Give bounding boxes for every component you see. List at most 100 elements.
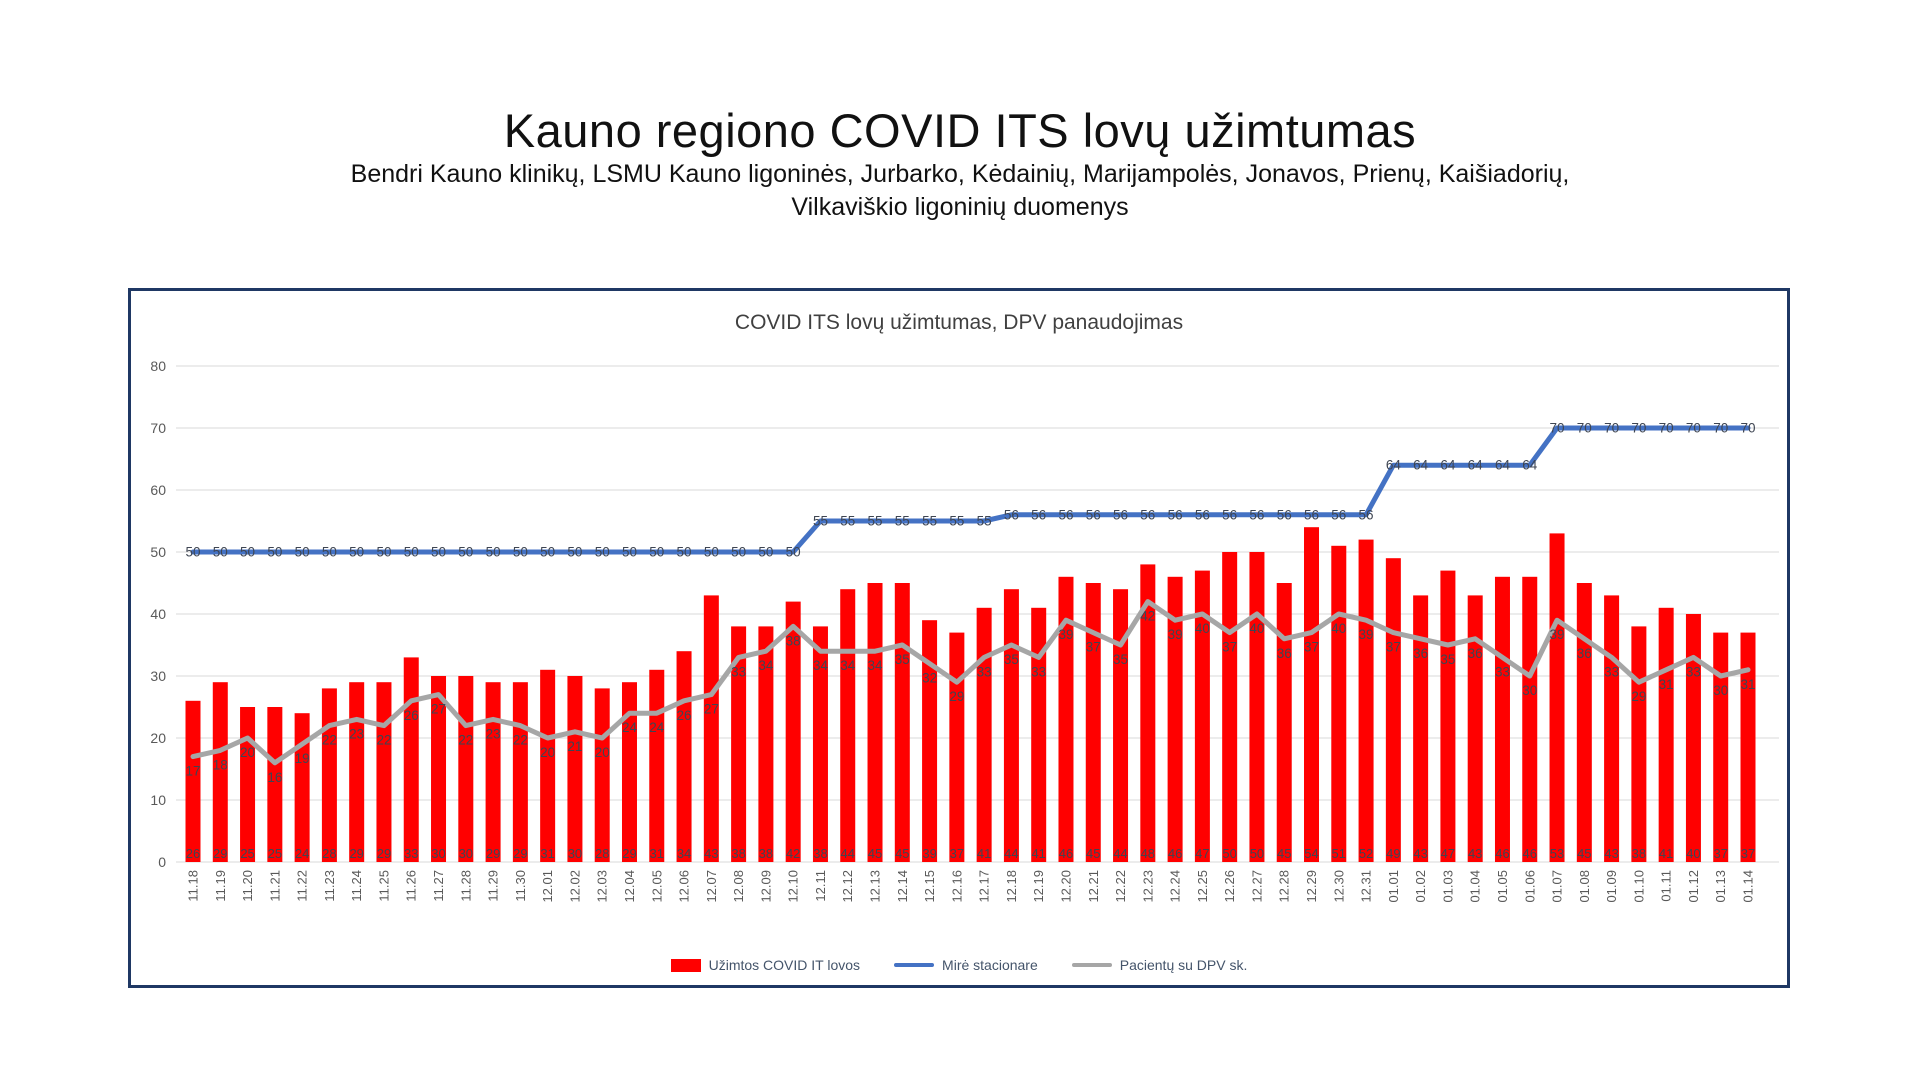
dpv-value-label: 26 <box>677 708 692 723</box>
bar <box>1085 583 1101 862</box>
bar <box>1222 552 1238 862</box>
bar-value-label: 50 <box>1250 846 1264 861</box>
dpv-value-label: 33 <box>1686 664 1701 679</box>
bar-value-label: 28 <box>322 846 336 861</box>
bar-value-label: 44 <box>841 846 855 861</box>
x-tick-label: 12.04 <box>622 870 637 903</box>
x-tick-label: 12.06 <box>677 870 692 903</box>
deaths-value-label: 50 <box>731 545 746 560</box>
x-tick-label: 12.02 <box>567 870 582 903</box>
dpv-value-label: 33 <box>1495 664 1510 679</box>
dpv-value-label: 27 <box>704 702 719 717</box>
dpv-value-label: 36 <box>1468 646 1483 661</box>
dpv-value-label: 35 <box>895 652 910 667</box>
bar-value-label: 51 <box>1332 846 1346 861</box>
bar-value-label: 29 <box>213 846 227 861</box>
bar <box>1167 576 1183 862</box>
bars-series <box>185 527 1756 862</box>
bar-value-label: 28 <box>595 846 609 861</box>
deaths-value-label: 56 <box>1331 507 1346 522</box>
y-tick-label: 70 <box>150 420 166 436</box>
dpv-value-label: 17 <box>185 764 200 779</box>
dpv-value-label: 36 <box>1413 646 1428 661</box>
bar <box>1685 614 1701 862</box>
bar-value-label: 37 <box>1713 846 1727 861</box>
legend-label-bars: Užimtos COVID IT lovos <box>708 957 861 973</box>
y-tick-label: 30 <box>150 668 166 684</box>
bar-value-label: 47 <box>1195 846 1209 861</box>
dpv-value-label: 38 <box>786 633 801 648</box>
bar-value-label: 48 <box>1141 846 1155 861</box>
bar-value-label: 31 <box>540 846 554 861</box>
dpv-value-label: 24 <box>622 720 638 735</box>
bar <box>1249 552 1265 862</box>
deaths-value-label: 56 <box>1031 507 1046 522</box>
chart-frame[interactable]: COVID ITS lovų užimtumas, DPV panaudojim… <box>128 288 1790 988</box>
bar <box>376 682 392 862</box>
deaths-value-label: 70 <box>1577 421 1592 436</box>
bar <box>567 676 583 862</box>
dpv-value-label: 33 <box>1031 664 1046 679</box>
dpv-value-label: 22 <box>458 733 473 748</box>
dpv-value-label: 30 <box>1713 683 1728 698</box>
x-tick-label: 01.06 <box>1522 870 1537 903</box>
bar-value-label: 43 <box>1413 846 1427 861</box>
deaths-value-label: 56 <box>1359 507 1374 522</box>
bar <box>1385 558 1401 862</box>
deaths-value-label: 50 <box>376 545 391 560</box>
x-tick-label: 11.25 <box>376 870 391 902</box>
x-tick-label: 12.10 <box>786 870 801 903</box>
x-tick-label: 11.18 <box>186 870 201 902</box>
x-tick-label: 12.18 <box>1004 870 1019 903</box>
deaths-value-label: 56 <box>1058 507 1073 522</box>
deaths-value-label: 55 <box>813 514 828 529</box>
dpv-value-label: 36 <box>1277 646 1292 661</box>
bar-value-label: 43 <box>1604 846 1618 861</box>
bar <box>185 700 201 862</box>
bar <box>1358 539 1374 862</box>
x-tick-label: 12.24 <box>1168 870 1183 903</box>
dpv-value-label: 20 <box>595 745 610 760</box>
bar-value-label: 41 <box>1659 846 1673 861</box>
x-tick-label: 01.09 <box>1604 870 1619 903</box>
deaths-value-label: 56 <box>1222 507 1237 522</box>
deaths-value-label: 70 <box>1686 421 1701 436</box>
dpv-value-label: 34 <box>840 658 856 673</box>
dpv-value-labels: 17 18 20 16 19 22 23 22 26 27 22 23 22 20 21 20 24 24 26 27… <box>185 609 1755 785</box>
bar-value-label: 43 <box>1468 846 1482 861</box>
bar-value-label: 54 <box>1304 846 1318 861</box>
bar-value-label: 46 <box>1059 846 1073 861</box>
x-tick-label: 01.12 <box>1686 870 1701 903</box>
dpv-value-label: 39 <box>1168 627 1183 642</box>
x-tick-label: 11.27 <box>431 870 446 902</box>
bar-value-label: 45 <box>868 846 882 861</box>
x-tick-label: 12.09 <box>758 870 773 903</box>
y-tick-label: 80 <box>150 358 166 374</box>
bar <box>976 607 992 862</box>
bar-value-label: 46 <box>1495 846 1509 861</box>
bar-value-label: 49 <box>1386 846 1400 861</box>
x-tick-label: 11.29 <box>486 870 501 902</box>
bar <box>1467 595 1483 862</box>
deaths-value-label: 50 <box>677 545 692 560</box>
dpv-value-label: 40 <box>1249 621 1264 636</box>
deaths-value-label: 50 <box>486 545 501 560</box>
deaths-value-label: 55 <box>977 514 992 529</box>
deaths-value-label: 55 <box>949 514 964 529</box>
deaths-value-label: 50 <box>295 545 310 560</box>
y-tick-label: 10 <box>150 792 166 808</box>
legend-blue-line-swatch-icon <box>894 963 935 967</box>
deaths-value-label: 64 <box>1413 458 1429 473</box>
x-tick-label: 01.03 <box>1440 870 1455 903</box>
bar-value-label: 38 <box>813 846 827 861</box>
deaths-value-label: 55 <box>922 514 937 529</box>
dpv-value-label: 23 <box>486 726 501 741</box>
deaths-value-label: 55 <box>895 514 910 529</box>
x-axis-labels: 11.18 11.19 11.20 11.21 11.22 11.23 11.24 11.25… <box>186 870 1756 903</box>
bar-value-label: 37 <box>950 846 964 861</box>
deaths-value-label: 56 <box>1249 507 1264 522</box>
dpv-line <box>190 599 1751 766</box>
dpv-value-label: 32 <box>922 671 937 686</box>
x-tick-label: 01.11 <box>1659 870 1674 902</box>
dpv-value-label: 42 <box>1140 609 1155 624</box>
